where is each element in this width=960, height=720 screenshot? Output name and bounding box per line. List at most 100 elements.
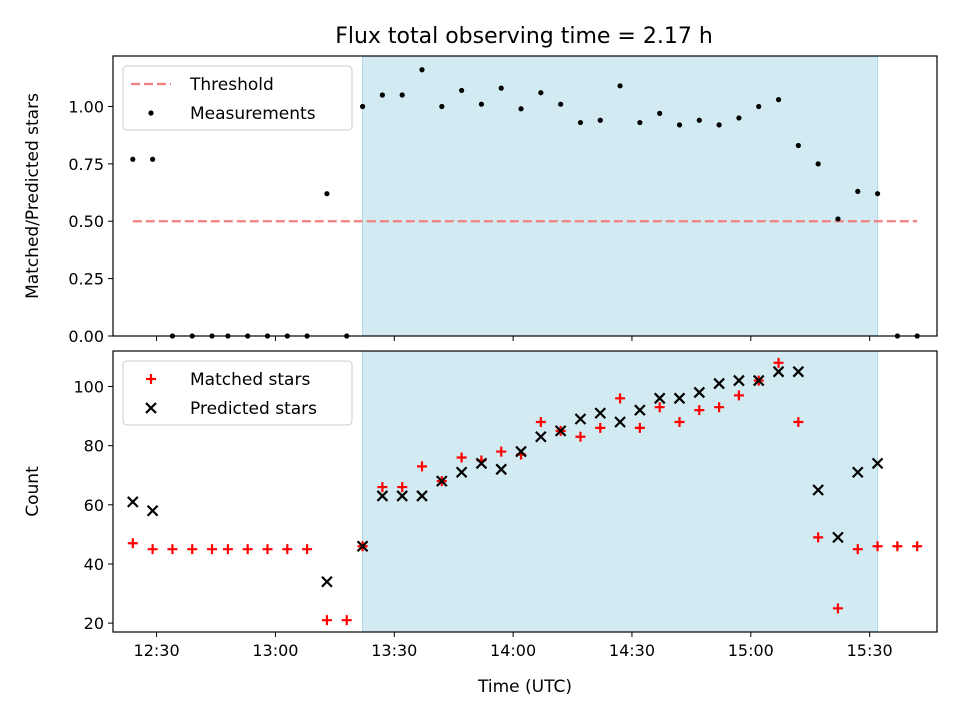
legend-box — [122, 65, 353, 131]
x-tick-label: 15:00 — [728, 641, 774, 660]
ratio-legend: Threshold Measurements — [122, 65, 353, 131]
predicted-star-point — [515, 445, 527, 458]
predicted-star-point — [455, 466, 468, 479]
matched-star-point — [535, 416, 546, 427]
measurement-point — [637, 119, 643, 126]
matched-star-point — [341, 615, 352, 626]
observing-window-shade — [362, 55, 879, 337]
matched-star-point — [321, 615, 332, 626]
matched-star-point — [912, 541, 923, 552]
predicted-star-point — [653, 392, 666, 405]
predicted-star-point — [851, 466, 864, 479]
matched-star-point — [207, 544, 218, 555]
predicted-star-point — [792, 365, 805, 378]
measurement-point — [399, 92, 405, 98]
predicted-star-point — [535, 431, 547, 443]
legend-box — [122, 360, 353, 426]
matched-star-point — [852, 544, 863, 555]
ratio-axes: 0.00 0.25 0.50 0.75 1.00 — [68, 55, 938, 346]
predicted-star-point — [321, 575, 333, 588]
matched-star-point — [773, 357, 784, 368]
predicted-star-point — [693, 386, 706, 399]
measurement-point — [498, 85, 504, 91]
predicted-star-point — [436, 475, 448, 487]
legend-measurement-swatch — [148, 110, 154, 116]
matched-star-point — [302, 544, 313, 555]
measurement-point — [324, 191, 330, 197]
x-tick-label: 12:30 — [134, 641, 180, 660]
predicted-star-point — [733, 374, 745, 387]
measurement-point — [855, 188, 861, 195]
figure-title: Flux total observing time = 2.17 h — [335, 24, 713, 49]
matched-star-point — [456, 452, 467, 463]
predicted-star-point — [146, 504, 159, 517]
measurement-point — [478, 101, 485, 107]
matched-star-point — [793, 416, 804, 427]
measurement-point — [538, 90, 544, 96]
measurement-point — [577, 119, 584, 126]
matched-star-point — [813, 532, 824, 543]
matched-star-point — [892, 541, 903, 552]
measurement-point — [815, 161, 821, 167]
matched-star-point — [222, 544, 233, 555]
matched-star-point — [615, 393, 626, 404]
predicted-star-point — [614, 416, 626, 428]
matched-star-point — [832, 603, 843, 614]
predicted-star-point — [495, 463, 508, 476]
y-tick-label: 20 — [84, 614, 104, 633]
predicted-star-point — [475, 457, 488, 470]
predicted-star-point — [554, 425, 567, 437]
measurement-point — [130, 156, 136, 162]
measurement-point — [657, 110, 663, 116]
predicted-star-point — [832, 531, 844, 544]
count-panel: 20 40 60 80 100 12:30 13:00 13:30 14:00 14:30 15:0… — [23, 350, 938, 697]
predicted-star-point — [127, 496, 139, 508]
matched-star-point — [147, 544, 158, 555]
predicted-star-point — [634, 404, 646, 416]
matched-star-point — [872, 541, 883, 552]
measurement-point — [736, 115, 742, 121]
legend-label: Predicted stars — [190, 399, 317, 419]
count-points — [127, 357, 923, 626]
legend-matched-swatch — [146, 374, 156, 384]
measurement-point — [696, 117, 702, 123]
axes-frame — [112, 55, 938, 337]
legend-label: Matched stars — [190, 370, 310, 390]
measurement-point — [558, 101, 564, 107]
matched-star-point — [167, 544, 178, 555]
measurement-point — [617, 83, 623, 89]
x-axis-label: Time (UTC) — [477, 677, 572, 697]
y-tick-label: 0.25 — [68, 270, 104, 289]
count-legend: Matched stars Predicted stars — [122, 360, 353, 426]
predicted-star-point — [396, 490, 408, 502]
predicted-star-point — [673, 392, 686, 405]
matched-star-point — [496, 446, 507, 457]
count-y-axis-label: Count — [23, 466, 43, 517]
predicted-star-point — [594, 407, 607, 419]
y-tick-label: 40 — [84, 555, 104, 574]
matched-star-point — [242, 544, 253, 555]
count-axes: 20 40 60 80 100 12:30 13:00 13:30 14:00 14:30 15:0… — [73, 350, 938, 660]
observing-window-shade — [362, 350, 879, 633]
legend-predicted-swatch — [145, 402, 157, 414]
predicted-star-point — [871, 457, 884, 470]
matched-star-point — [282, 544, 293, 555]
measurement-point — [419, 67, 425, 73]
y-tick-label: 0.50 — [68, 212, 104, 231]
measurement-point — [359, 103, 366, 110]
shaded-interval — [362, 350, 879, 633]
legend-label: Measurements — [190, 104, 316, 124]
measurement-point — [874, 191, 881, 197]
matched-star-point — [634, 422, 645, 433]
predicted-star-point — [376, 490, 389, 502]
y-tick-label: 0.75 — [68, 155, 104, 174]
predicted-star-point — [416, 490, 428, 502]
x-tick-label: 13:00 — [252, 641, 298, 660]
measurement-point — [518, 106, 524, 112]
measurement-point — [835, 216, 841, 222]
y-tick-label: 100 — [73, 377, 104, 396]
measurement-point — [439, 103, 445, 110]
predicted-star-point — [772, 365, 785, 378]
matched-star-point — [694, 405, 705, 416]
matched-star-point — [674, 416, 685, 427]
